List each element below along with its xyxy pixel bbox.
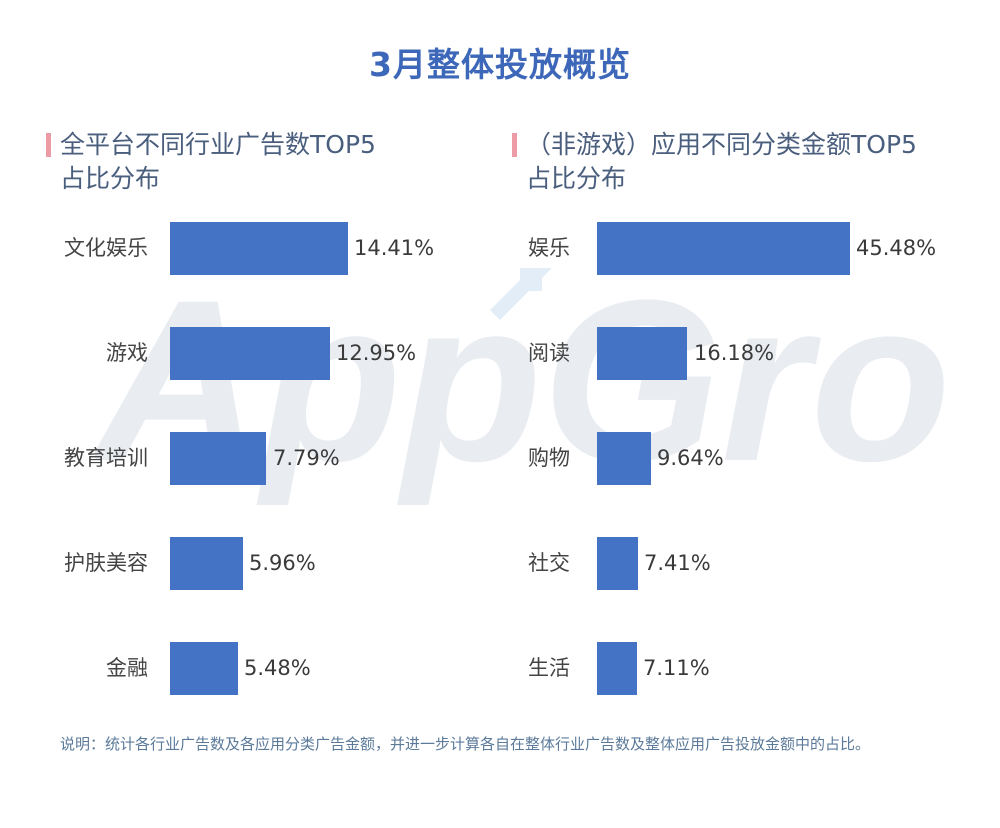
bar bbox=[170, 432, 266, 485]
category-label: 生活 bbox=[528, 656, 570, 680]
category-label: 游戏 bbox=[106, 341, 148, 365]
value-label: 12.95% bbox=[336, 341, 417, 365]
panel-heading: 全平台不同行业广告数TOP5 占比分布 bbox=[46, 128, 486, 196]
bar bbox=[597, 222, 850, 275]
value-label: 45.48% bbox=[856, 236, 937, 260]
value-label: 7.79% bbox=[273, 446, 340, 470]
panel-heading: （非游戏）应用不同分类金额TOP5 占比分布 bbox=[512, 128, 982, 196]
category-label: 教育培训 bbox=[64, 446, 148, 470]
category-label: 金融 bbox=[106, 656, 148, 680]
category-label: 阅读 bbox=[528, 341, 570, 365]
category-label: 社交 bbox=[528, 551, 570, 575]
heading-line2: 占比分布 bbox=[60, 164, 161, 193]
value-label: 9.64% bbox=[657, 446, 724, 470]
value-label: 14.41% bbox=[354, 236, 435, 260]
category-label: 护肤美容 bbox=[64, 551, 148, 575]
bar bbox=[597, 537, 638, 590]
value-label: 16.18% bbox=[694, 341, 775, 365]
chart-panel-industry-ads: 全平台不同行业广告数TOP5 占比分布 文化娱乐 14.41% 游戏 12.95… bbox=[46, 128, 486, 695]
value-label: 5.96% bbox=[249, 551, 316, 575]
heading-line1: （非游戏）应用不同分类金额TOP5 bbox=[526, 130, 917, 159]
bar bbox=[170, 537, 243, 590]
category-label: 文化娱乐 bbox=[64, 236, 148, 260]
bar bbox=[597, 642, 637, 695]
heading-line2: 占比分布 bbox=[526, 164, 627, 193]
heading-accent-mark bbox=[512, 133, 517, 157]
value-label: 7.11% bbox=[643, 656, 710, 680]
value-label: 5.48% bbox=[244, 656, 311, 680]
bar bbox=[597, 432, 651, 485]
heading-accent-mark bbox=[46, 133, 51, 157]
bar bbox=[597, 327, 687, 380]
heading-line1: 全平台不同行业广告数TOP5 bbox=[60, 130, 376, 159]
category-label: 购物 bbox=[528, 446, 570, 470]
page-title: 3月整体投放概览 bbox=[369, 45, 631, 84]
bar bbox=[170, 327, 330, 380]
category-label: 娱乐 bbox=[528, 236, 570, 260]
chart-panel-app-category-spend: （非游戏）应用不同分类金额TOP5 占比分布 娱乐 45.48% 阅读 16.1… bbox=[512, 128, 982, 695]
value-label: 7.41% bbox=[644, 551, 711, 575]
bar bbox=[170, 642, 238, 695]
bar bbox=[170, 222, 348, 275]
footnote: 说明：统计各行业广告数及各应用分类广告金额，并进一步计算各自在整体行业广告数及整… bbox=[60, 735, 871, 753]
